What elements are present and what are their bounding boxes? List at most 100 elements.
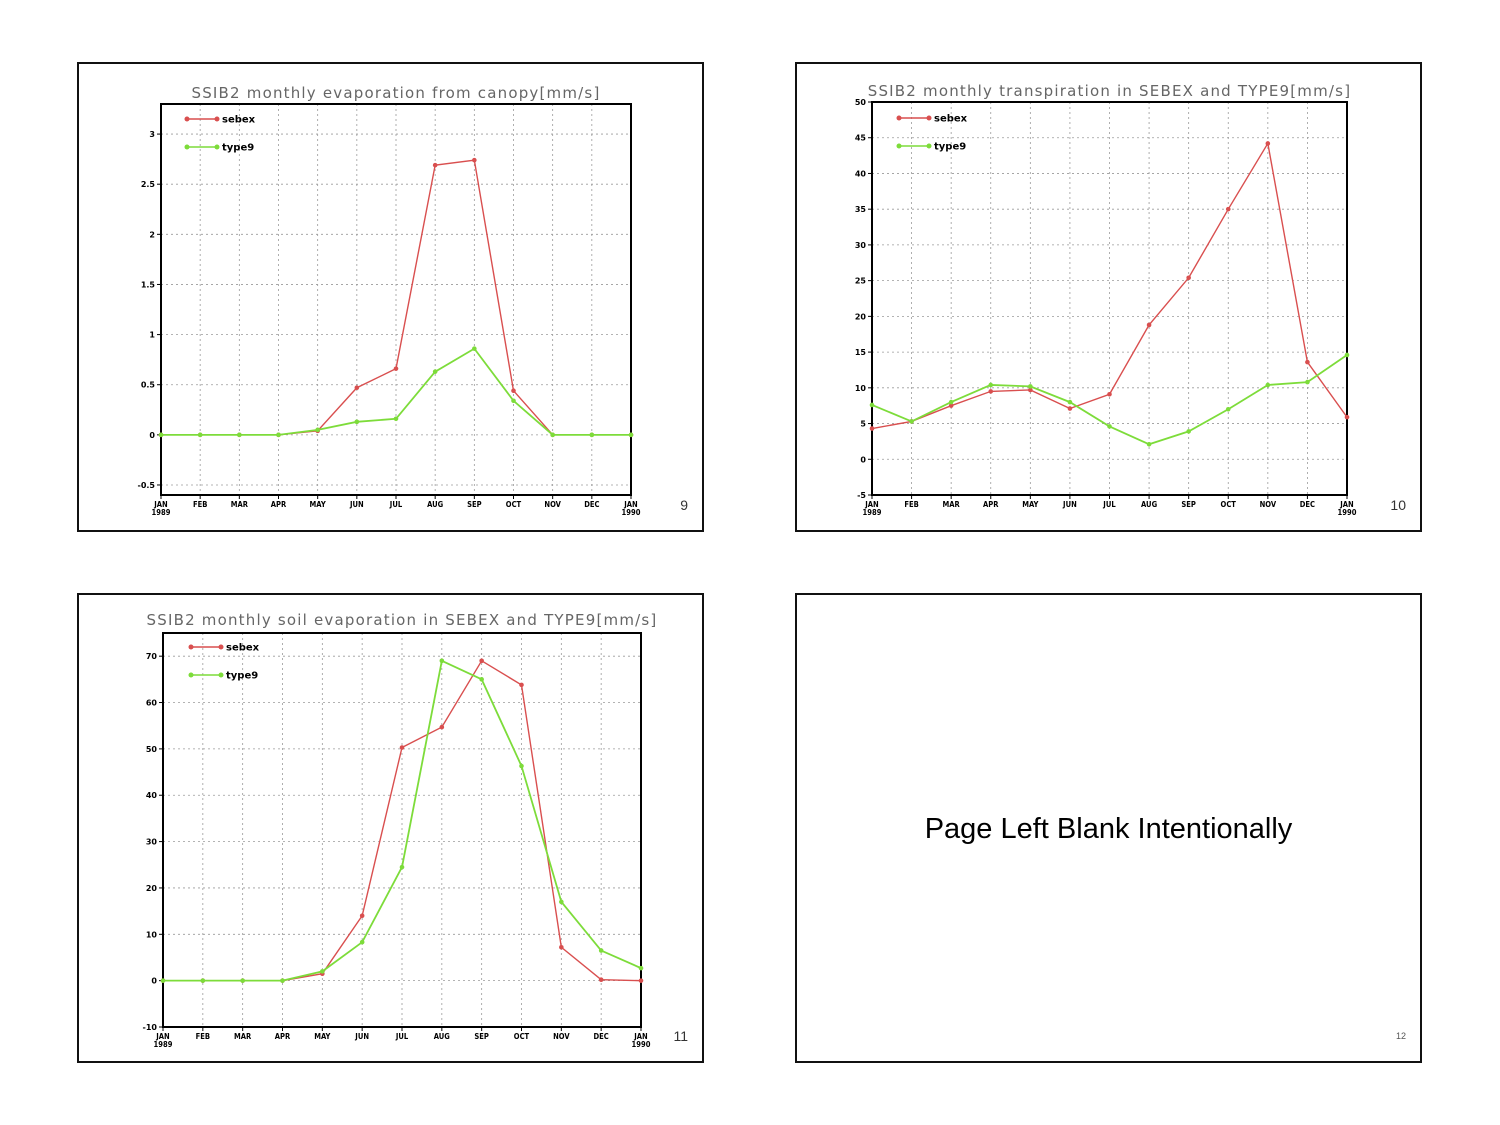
data-point-type9 [439, 658, 445, 664]
data-point-sebex [988, 389, 994, 394]
y-tick-label: 2.5 [141, 180, 156, 189]
legend-marker [188, 672, 194, 678]
y-tick-label: 30 [146, 838, 158, 847]
x-tick-label: JAN [153, 499, 167, 509]
data-point-type9 [1305, 379, 1310, 385]
data-point-sebex [432, 162, 438, 168]
x-tick-label: JAN [155, 1031, 169, 1041]
y-tick-label: 1.5 [141, 280, 156, 289]
legend-marker [184, 116, 190, 122]
data-point-sebex [638, 978, 644, 983]
legend-label-type9: type9 [222, 143, 254, 154]
data-point-sebex [948, 403, 954, 408]
data-point-type9 [399, 864, 405, 870]
series-line-sebex [161, 159, 631, 436]
chart-title: SSIB2 monthly transpiration in SEBEX and… [868, 82, 1352, 100]
data-point-type9 [354, 419, 360, 425]
legend-marker [184, 144, 190, 150]
x-tick-label: JAN [864, 499, 878, 509]
x-tick-label: APR [983, 499, 999, 509]
y-tick-label: 10 [146, 930, 158, 939]
y-tick-label: 70 [146, 652, 158, 661]
slide-blank: Page Left Blank Intentionally 12 [795, 593, 1422, 1063]
y-tick-label: 60 [146, 699, 158, 708]
data-point-type9 [479, 677, 484, 682]
y-tick-label: -5 [857, 491, 866, 500]
y-tick-label: 35 [855, 205, 867, 214]
data-point-type9 [237, 432, 242, 438]
data-point-type9 [589, 432, 595, 438]
y-tick-label: 40 [146, 791, 158, 800]
slide-canopy-evaporation: SSIB2 monthly evaporation from canopy[mm… [77, 62, 704, 532]
data-point-sebex [1146, 322, 1152, 328]
data-point-sebex [519, 682, 524, 688]
x-tick-label: OCT [506, 499, 522, 509]
data-point-sebex [359, 913, 365, 919]
x-tick-label: DEC [1300, 499, 1315, 509]
legend-label-sebex: sebex [222, 115, 256, 126]
y-tick-label: 10 [855, 384, 867, 393]
x-tick-label: 1990 [632, 1039, 651, 1049]
data-point-type9 [393, 416, 399, 422]
x-tick-label: OCT [514, 1031, 530, 1041]
x-tick-label: 1990 [622, 507, 641, 517]
data-point-type9 [1028, 384, 1033, 389]
slide-soil-evaporation: SSIB2 monthly soil evaporation in SEBEX … [77, 593, 704, 1063]
data-point-type9 [1186, 429, 1191, 434]
data-point-type9 [598, 948, 604, 953]
legend-marker [926, 143, 932, 149]
y-tick-label: 0 [860, 455, 866, 464]
x-tick-label: NOV [544, 499, 561, 509]
data-point-sebex [511, 388, 516, 394]
x-tick-label: AUG [1141, 499, 1157, 509]
x-tick-label: AUG [434, 1031, 450, 1041]
data-point-sebex [354, 385, 360, 391]
y-tick-label: -10 [143, 1023, 158, 1032]
legend-marker [926, 115, 932, 121]
x-tick-label: MAY [310, 499, 327, 509]
x-tick-label: 1989 [863, 507, 882, 517]
x-tick-label: FEB [193, 499, 208, 509]
data-point-type9 [559, 899, 564, 905]
chart-title: SSIB2 monthly evaporation from canopy[mm… [191, 84, 600, 102]
x-tick-label: JUL [1102, 499, 1116, 509]
data-point-sebex [559, 944, 564, 950]
blank-page-message: Page Left Blank Intentionally [924, 813, 1293, 845]
x-tick-label: MAY [1022, 499, 1039, 509]
chart-transpiration: SSIB2 monthly transpiration in SEBEX and… [855, 82, 1357, 517]
x-tick-label: JUN [1062, 499, 1077, 509]
y-tick-label: -0.5 [138, 481, 156, 490]
x-tick-label: AUG [427, 499, 443, 509]
y-tick-label: 15 [855, 348, 867, 357]
data-point-type9 [359, 939, 365, 945]
series-line-type9 [161, 347, 631, 436]
y-tick-label: 0.5 [141, 381, 156, 390]
legend-label-sebex: sebex [226, 643, 260, 654]
y-tick-label: 25 [855, 277, 867, 286]
legend-marker [214, 144, 220, 150]
x-tick-label: JUL [395, 1031, 409, 1041]
data-point-type9 [280, 978, 285, 983]
y-tick-label: 5 [860, 420, 866, 429]
data-point-type9 [948, 399, 954, 405]
data-point-sebex [393, 366, 399, 371]
data-point-type9 [240, 978, 245, 983]
x-tick-label: JAN [623, 499, 637, 509]
data-point-type9 [315, 427, 320, 433]
y-tick-label: 45 [855, 134, 867, 143]
legend-marker [218, 672, 224, 678]
x-tick-label: MAR [231, 499, 248, 509]
legend-marker [896, 115, 902, 121]
y-tick-label: 20 [146, 884, 158, 893]
data-point-type9 [628, 432, 634, 438]
data-point-sebex [1107, 391, 1112, 397]
data-point-sebex [1344, 414, 1350, 420]
data-point-sebex [1067, 406, 1073, 411]
slide-transpiration: SSIB2 monthly transpiration in SEBEX and… [795, 62, 1422, 532]
legend-marker [188, 644, 194, 650]
data-point-type9 [550, 432, 555, 438]
y-tick-label: 2 [149, 230, 155, 239]
x-tick-label: JUN [349, 499, 364, 509]
x-tick-label: 1990 [1338, 507, 1357, 517]
x-tick-label: MAR [234, 1031, 251, 1041]
